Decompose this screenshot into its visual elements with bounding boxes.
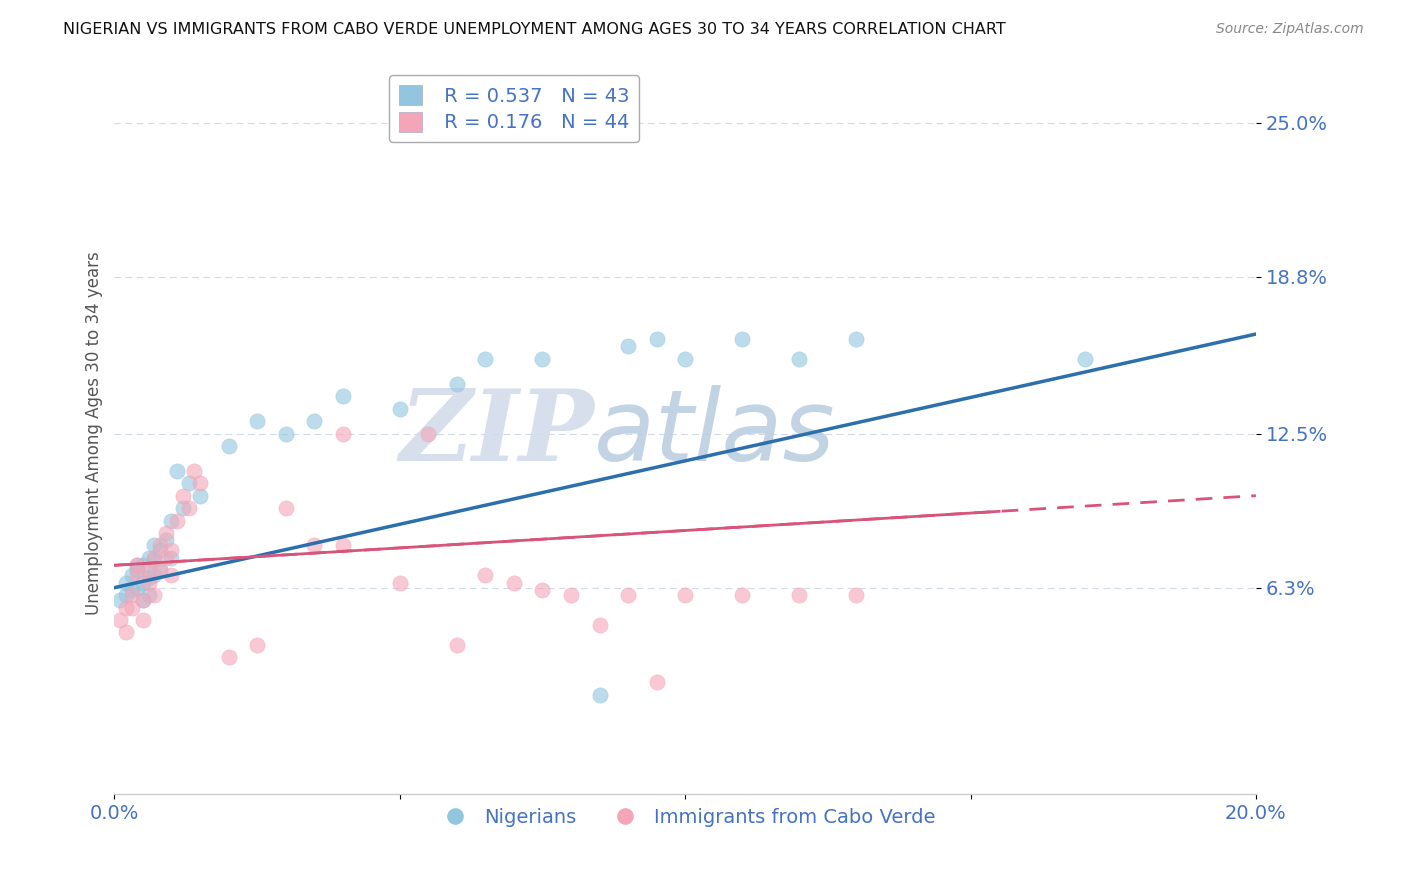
Point [127, 558, 149, 573]
Point [160, 514, 183, 528]
Text: Source: ZipAtlas.com: Source: ZipAtlas.com [1216, 22, 1364, 37]
Point [143, 568, 166, 582]
Point [388, 401, 411, 416]
Y-axis label: Unemployment Among Ages 30 to 34 years: Unemployment Among Ages 30 to 34 years [86, 252, 103, 615]
Point [160, 543, 183, 558]
Legend: Nigerians, Immigrants from Cabo Verde: Nigerians, Immigrants from Cabo Verde [427, 800, 943, 835]
Point [731, 332, 754, 346]
Point [114, 575, 136, 590]
Point [155, 550, 177, 565]
Point [114, 625, 136, 640]
Point [138, 588, 160, 602]
Point [645, 332, 668, 346]
Point [166, 464, 188, 478]
Point [274, 501, 297, 516]
Point [845, 332, 868, 346]
Point [121, 583, 143, 598]
Point [143, 553, 166, 567]
Point [149, 563, 172, 577]
Point [127, 558, 149, 573]
Point [121, 600, 143, 615]
Point [132, 593, 155, 607]
Point [127, 581, 149, 595]
Point [188, 476, 211, 491]
Point [166, 514, 188, 528]
Point [108, 593, 131, 607]
Point [121, 568, 143, 582]
Point [149, 543, 172, 558]
Point [503, 575, 526, 590]
Point [246, 638, 269, 652]
Text: NIGERIAN VS IMMIGRANTS FROM CABO VERDE UNEMPLOYMENT AMONG AGES 30 TO 34 YEARS CO: NIGERIAN VS IMMIGRANTS FROM CABO VERDE U… [63, 22, 1007, 37]
Point [172, 489, 194, 503]
Point [143, 538, 166, 552]
Point [731, 588, 754, 602]
Point [143, 550, 166, 565]
Point [246, 414, 269, 428]
Point [302, 414, 325, 428]
Point [588, 618, 610, 632]
Point [787, 588, 810, 602]
Point [177, 476, 200, 491]
Point [332, 426, 354, 441]
Point [155, 525, 177, 540]
Point [418, 426, 440, 441]
Point [531, 351, 554, 366]
Point [138, 575, 160, 590]
Point [673, 588, 696, 602]
Point [332, 389, 354, 403]
Text: atlas: atlas [593, 385, 835, 482]
Point [132, 613, 155, 627]
Point [127, 563, 149, 577]
Point [388, 575, 411, 590]
Point [155, 533, 177, 548]
Point [138, 550, 160, 565]
Text: ZIP: ZIP [399, 385, 593, 482]
Point [172, 501, 194, 516]
Point [588, 688, 610, 702]
Point [645, 675, 668, 690]
Point [114, 600, 136, 615]
Point [274, 426, 297, 441]
Point [160, 550, 183, 565]
Point [1073, 351, 1095, 366]
Point [177, 501, 200, 516]
Point [108, 613, 131, 627]
Point [302, 538, 325, 552]
Point [332, 538, 354, 552]
Point [132, 575, 155, 590]
Point [127, 568, 149, 582]
Point [560, 588, 582, 602]
Point [474, 568, 496, 582]
Point [787, 351, 810, 366]
Point [446, 638, 468, 652]
Point [160, 568, 183, 582]
Point [188, 489, 211, 503]
Point [121, 588, 143, 602]
Point [183, 464, 205, 478]
Point [149, 538, 172, 552]
Point [114, 588, 136, 602]
Point [446, 376, 468, 391]
Point [143, 588, 166, 602]
Point [218, 439, 240, 453]
Point [617, 339, 640, 353]
Point [138, 563, 160, 577]
Point [845, 588, 868, 602]
Point [149, 563, 172, 577]
Point [673, 351, 696, 366]
Point [132, 593, 155, 607]
Point [218, 650, 240, 665]
Point [617, 588, 640, 602]
Point [531, 583, 554, 598]
Point [474, 351, 496, 366]
Point [132, 558, 155, 573]
Point [138, 571, 160, 585]
